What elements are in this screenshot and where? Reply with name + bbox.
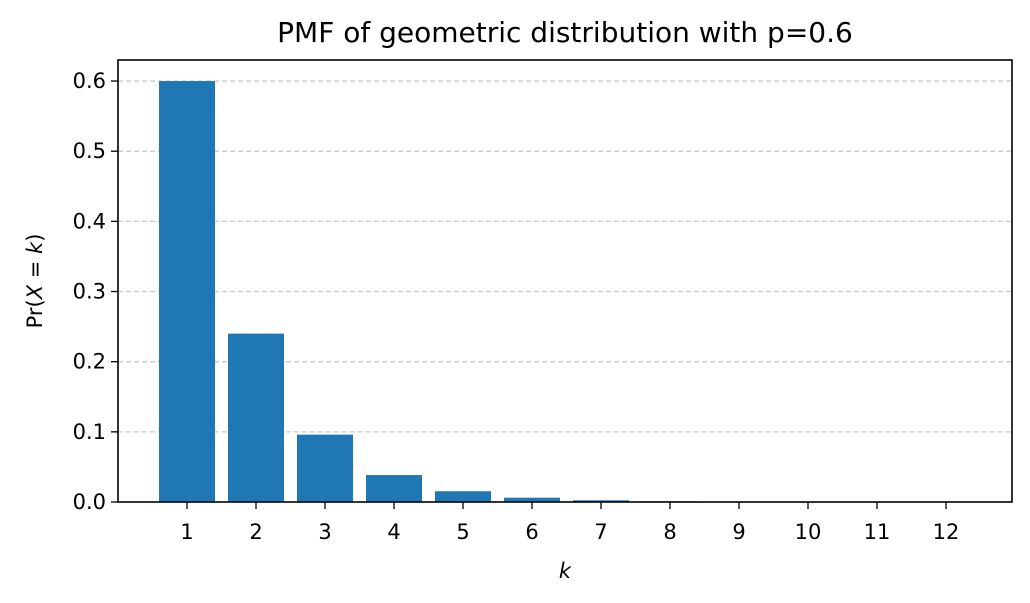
axes xyxy=(117,59,1013,503)
bars xyxy=(159,81,974,503)
y-tick-label: 0.5 xyxy=(73,139,106,163)
y-axis-label: Pr(X = k) xyxy=(23,234,47,329)
y-tick-label: 0.0 xyxy=(73,490,106,514)
y-tick-label: 0.1 xyxy=(73,420,106,444)
bar-1 xyxy=(159,81,215,503)
bar-5 xyxy=(435,491,491,502)
bar-7 xyxy=(573,500,629,502)
x-tick-label: 2 xyxy=(249,520,262,544)
x-axis-label: k xyxy=(559,559,572,583)
bar-6 xyxy=(504,497,560,502)
y-tick-label: 0.2 xyxy=(73,350,106,374)
x-tick-label: 3 xyxy=(318,520,331,544)
y-tick-label: 0.6 xyxy=(73,69,106,93)
x-tick-label: 1 xyxy=(180,520,193,544)
x-tick-label: 6 xyxy=(525,520,538,544)
x-tick-label: 4 xyxy=(387,520,400,544)
bar-3 xyxy=(297,434,353,502)
x-tick-label: 5 xyxy=(456,520,469,544)
x-tick-label: 11 xyxy=(864,520,891,544)
chart-title: PMF of geometric distribution with p=0.6 xyxy=(277,16,853,49)
x-tick-label: 12 xyxy=(933,520,960,544)
x-ticks: 1 2 3 4 5 6 7 8 9 10 11 12 xyxy=(180,502,959,544)
plot-frame xyxy=(117,59,1013,503)
y-axis-label-k: k xyxy=(23,241,47,254)
y-ticks: 0.0 0.1 0.2 0.3 0.4 0.5 0.6 xyxy=(73,69,118,514)
bar-4 xyxy=(366,475,422,502)
y-axis-label-var: X xyxy=(23,284,47,300)
x-tick-label: 7 xyxy=(594,520,607,544)
y-axis-label-eq: = xyxy=(23,254,47,285)
y-tick-label: 0.4 xyxy=(73,209,106,233)
y-axis-label-suffix: ) xyxy=(23,234,47,242)
bar-2 xyxy=(228,333,284,502)
y-axis-label-prefix: Pr( xyxy=(23,299,47,328)
y-tick-label: 0.3 xyxy=(73,280,106,304)
x-tick-label: 8 xyxy=(663,520,676,544)
x-tick-label: 9 xyxy=(732,520,745,544)
x-tick-label: 10 xyxy=(795,520,822,544)
